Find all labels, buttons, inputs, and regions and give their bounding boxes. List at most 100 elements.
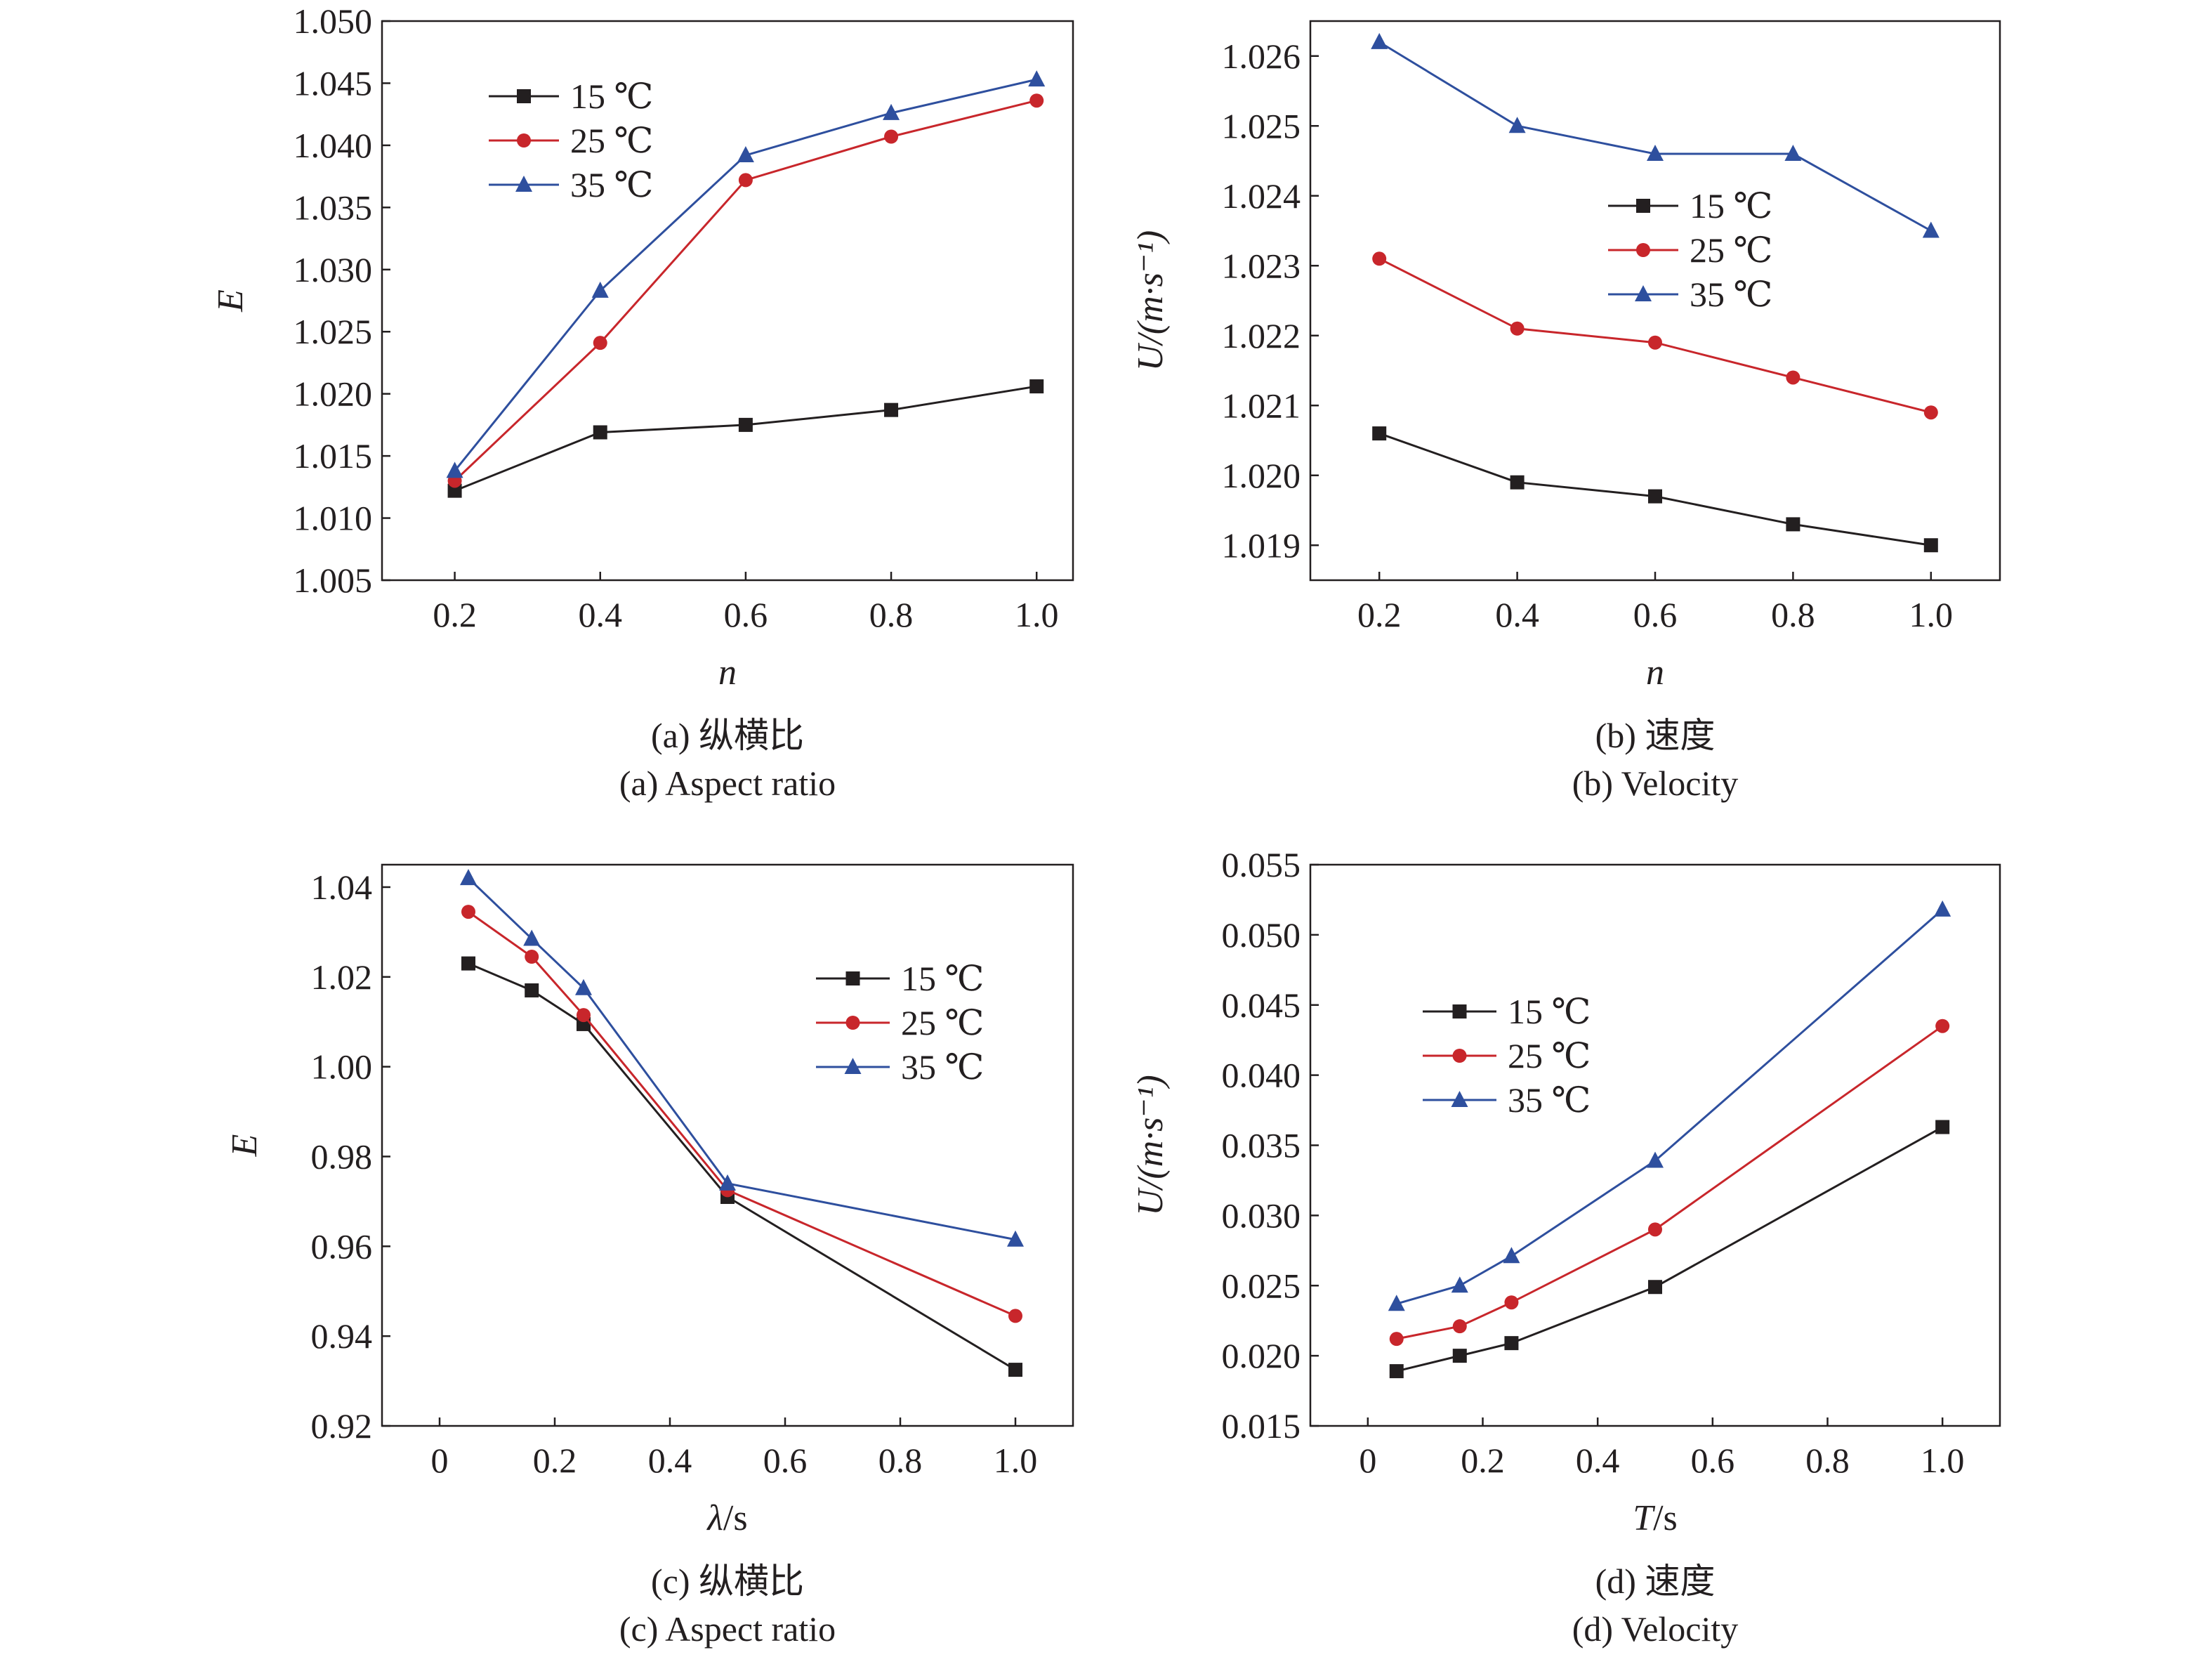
y-tick-label: 1.00 [311,1047,373,1087]
y-tick-label: 0.94 [311,1316,373,1356]
data-point-1-4 [1923,405,1938,420]
data-point-1-2 [1648,335,1662,350]
legend-label: 35 ℃ [1690,275,1772,314]
legend-marker [845,971,860,985]
data-point-2-3 [1647,1151,1664,1168]
data-point-2-0 [460,869,477,886]
y-tick-label: 0.050 [1222,915,1301,955]
x-axis-label: λ/s [706,1498,747,1538]
data-point-2-2 [1647,145,1664,162]
y-tick-label: 1.010 [294,499,373,538]
y-tick-label: 1.040 [294,126,373,165]
plot-frame [381,20,1074,582]
data-point-0-4 [1935,1120,1950,1134]
data-point-2-0 [1388,1295,1405,1311]
y-axis-label: E [225,1134,265,1158]
data-point-1-0 [461,905,475,919]
y-tick-label: 0.020 [1222,1336,1301,1375]
x-axis-symbol: T [1633,1498,1655,1538]
data-point-2-0 [446,461,463,478]
legend-label: 25 ℃ [570,121,653,160]
chart-panel-c: 0 0.2 0.4 0.6 0.8 1.0 0.92 0.94 0.96 0.98 1.00 1.02… [225,863,1074,1649]
data-point-0-3 [884,402,899,417]
x-tick-label: 0.4 [1495,595,1539,634]
x-tick-label: 0.2 [433,595,477,634]
caption-en: (a) Aspect ratio [619,764,836,803]
y-tick-label: 1.020 [294,374,373,414]
legend-marker [517,89,531,103]
y-tick-label: 1.026 [1222,37,1301,76]
series-line-0 [454,385,1037,492]
y-tick-label: 0.055 [1222,845,1301,884]
data-point-0-2 [1648,489,1662,504]
caption-cn: (b) 速度 [1595,716,1716,755]
x-tick-label: 0.2 [533,1441,577,1480]
data-point-2-1 [1508,117,1526,133]
x-tick-label: 0.8 [1771,595,1815,634]
y-axis-label: U/(m·s⁻¹) [1131,1075,1171,1215]
y-tick-label: 0.045 [1222,985,1301,1025]
data-point-0-3 [1786,517,1800,532]
y-tick-label: 1.022 [1222,316,1301,355]
x-tick-label: 0.6 [1633,595,1678,634]
data-point-1-2 [1504,1295,1519,1310]
x-axis-symbol: n [718,653,737,693]
data-point-1-1 [593,336,607,351]
data-point-0-1 [593,425,607,440]
legend-label: 15 ℃ [901,959,984,998]
legend-marker [845,1016,860,1030]
x-tick-label: 0.4 [1576,1441,1620,1480]
data-point-0-4 [1029,379,1044,394]
chart-panel-b: 0.2 0.4 0.6 0.8 1.0 1.019 1.020 1.021 1.022 1.023… [1131,20,2001,803]
y-tick-label: 1.045 [294,63,373,103]
x-tick-label: 1.0 [1909,595,1954,634]
x-tick-label: 0.8 [869,595,914,634]
data-point-0-4 [1923,538,1938,553]
data-point-1-3 [1648,1222,1662,1237]
legend-label: 25 ℃ [901,1003,984,1042]
y-tick-label: 1.030 [294,250,373,289]
x-tick-label: 0.2 [1461,1441,1505,1480]
series-line-2 [1396,908,1944,1305]
data-point-1-3 [884,129,899,144]
data-point-2-1 [591,281,609,298]
x-tick-label: 0.6 [763,1441,808,1480]
data-point-2-2 [575,978,592,995]
y-tick-label: 1.005 [294,561,373,600]
legend-label: 35 ℃ [1508,1080,1591,1120]
data-point-2-4 [1028,70,1046,87]
x-tick-label: 0.4 [648,1441,692,1480]
x-tick-label: 1.0 [994,1441,1038,1480]
caption-en: (c) Aspect ratio [619,1609,836,1649]
data-point-0-0 [461,956,475,971]
data-point-0-2 [1504,1336,1519,1351]
x-axis-label: n [718,653,737,693]
series-line-2 [454,78,1037,472]
data-point-1-2 [577,1008,591,1023]
legend-marker [1635,285,1652,301]
series-line-2 [1378,41,1932,232]
chart-panel-d: 0 0.2 0.4 0.6 0.8 1.0 0.015 0.020 0.025 0.030 0.03… [1131,845,2001,1649]
y-tick-label: 1.025 [294,312,373,351]
plot-frame [381,863,1074,1427]
x-tick-label: 0.6 [1691,1441,1735,1480]
legend-label: 35 ℃ [901,1047,984,1087]
data-point-2-3 [719,1174,736,1191]
legend-marker [515,176,532,192]
legend-label: 15 ℃ [1690,186,1772,225]
x-tick-label: 0 [431,1441,449,1480]
x-tick-label: 0.4 [578,595,622,634]
chart-panel-a: 0.2 0.4 0.6 0.8 1.0 1.005 1.010 1.015 1.020 1.025… [211,1,1074,803]
y-axis-label: E [211,289,251,313]
legend-label: 15 ℃ [570,77,653,116]
y-tick-label: 1.015 [294,436,373,476]
data-point-1-1 [1452,1319,1467,1334]
x-axis-unit: /s [723,1498,748,1538]
series-line-0 [1396,1126,1943,1373]
x-axis-symbol: n [1646,653,1664,693]
y-tick-label: 1.02 [311,957,373,997]
y-tick-label: 0.030 [1222,1196,1301,1235]
x-axis-label: T/s [1633,1498,1678,1538]
data-point-1-4 [1029,93,1044,108]
legend-marker [1452,1004,1467,1019]
